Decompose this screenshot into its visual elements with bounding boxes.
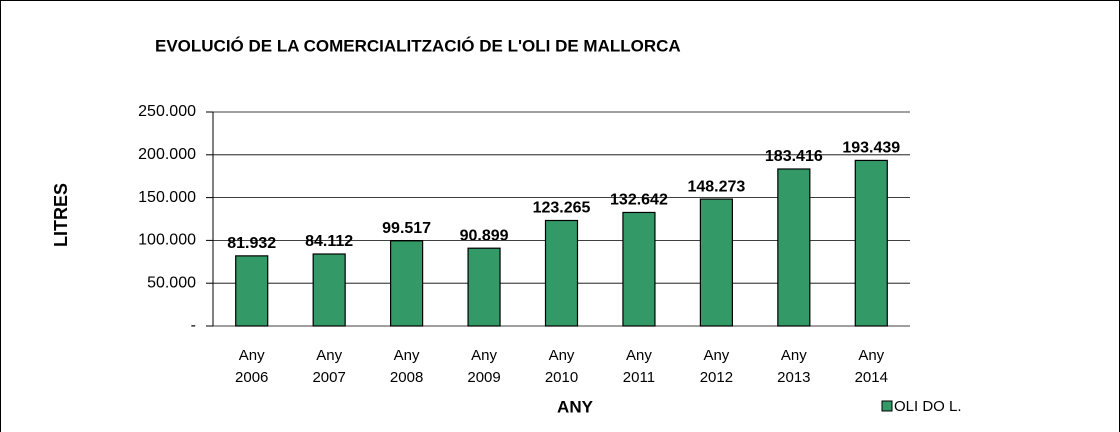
value-label: 84.112 bbox=[305, 233, 353, 250]
value-label: 90.899 bbox=[460, 227, 509, 244]
legend-swatch bbox=[881, 400, 893, 412]
x-tick-label: Any 2006 bbox=[235, 347, 269, 386]
y-tick-label: 250.000 bbox=[138, 103, 196, 120]
x-tick-label: Any 2009 bbox=[467, 347, 501, 386]
x-tick-label: Any 2008 bbox=[389, 347, 424, 386]
y-axis-title: LITRES bbox=[51, 183, 71, 247]
value-label: 123.265 bbox=[533, 200, 591, 217]
bar bbox=[312, 253, 346, 327]
value-label: 81.932 bbox=[227, 235, 276, 252]
x-tick-label: Any 2012 bbox=[699, 347, 734, 386]
value-label: 99.517 bbox=[382, 220, 431, 237]
legend-label: OLI DO L. bbox=[894, 398, 962, 415]
value-label: 132.642 bbox=[610, 192, 668, 209]
value-label: 183.416 bbox=[765, 148, 823, 165]
bar bbox=[777, 168, 811, 327]
y-tick-label: - bbox=[191, 317, 196, 334]
value-label: 193.439 bbox=[842, 140, 900, 157]
bar bbox=[699, 198, 733, 327]
bar bbox=[390, 240, 424, 327]
value-label: 148.273 bbox=[687, 178, 745, 195]
y-tick-label: 150.000 bbox=[138, 189, 196, 206]
bar bbox=[622, 211, 656, 327]
x-tick-label: Any 2014 bbox=[854, 347, 888, 386]
x-tick-label: Any 2011 bbox=[622, 347, 656, 386]
y-tick-label: 200.000 bbox=[138, 146, 196, 163]
bar bbox=[467, 247, 501, 327]
bar bbox=[854, 159, 888, 327]
y-tick-label: 100.000 bbox=[138, 232, 196, 249]
x-tick-label: Any 2010 bbox=[544, 347, 579, 386]
x-tick-label: Any 2007 bbox=[312, 347, 346, 386]
x-axis-title: ANY bbox=[557, 397, 594, 416]
y-tick-label: 50.000 bbox=[147, 274, 196, 291]
x-tick-label: Any 2013 bbox=[777, 347, 811, 386]
chart-title: EVOLUCIÓ DE LA COMERCIALITZACIÓ DE L'OLI… bbox=[155, 36, 681, 55]
bar bbox=[235, 255, 269, 327]
bar bbox=[544, 219, 579, 327]
